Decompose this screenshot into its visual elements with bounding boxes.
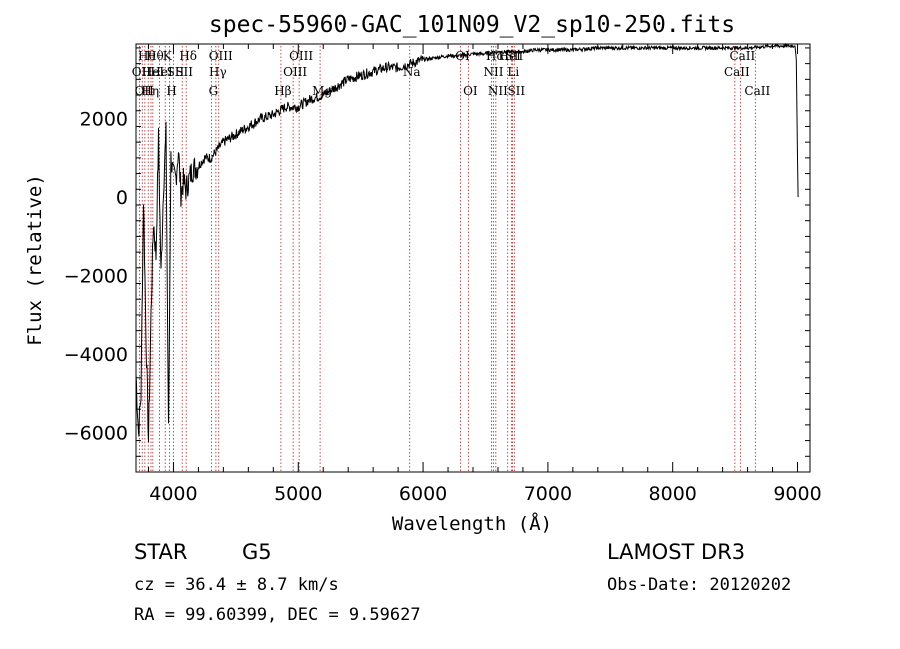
spectral-line-label: Hδ xyxy=(179,49,197,63)
x-tick-label: 5000 xyxy=(274,483,322,505)
y-tick-label: −4000 xyxy=(64,344,128,366)
x-axis-label: Wavelength (Å) xyxy=(392,512,552,535)
spectral-line-label: OIII xyxy=(209,49,233,63)
y-axis-label: Flux (relative) xyxy=(24,174,46,346)
survey-name: LAMOST DR3 xyxy=(607,540,745,564)
spectral-line-label: Hβ xyxy=(274,84,291,98)
x-tick-label: 4000 xyxy=(149,483,197,505)
spectral-line-label: OI xyxy=(455,49,470,63)
spectral-line-label: Hη xyxy=(141,84,159,98)
spectral-line-label: NII xyxy=(488,84,508,98)
x-axis: 4000 5000 6000 7000 8000 9000 xyxy=(147,44,822,505)
spectral-line-markers xyxy=(138,46,756,472)
spectral-line-label: SII xyxy=(175,65,193,79)
spectral-line-label: OI xyxy=(463,84,478,98)
spectrum-line xyxy=(135,42,799,443)
ra-dec: RA = 99.60399, DEC = 9.59627 xyxy=(134,605,421,625)
y-tick-label: −6000 xyxy=(64,423,128,445)
spectral-line-label: HeI xyxy=(150,65,173,79)
spectral-line-labels: OII OII Hθ Hη HeI Hθ HeI K H SII Hδ SII G Hγ OIII Hβ OII… xyxy=(132,49,771,98)
spectral-line-label: K xyxy=(163,49,173,63)
spectral-line-label: Li xyxy=(507,65,519,79)
object-class: STAR xyxy=(134,540,187,564)
spectral-line-label: Hθ xyxy=(138,49,156,63)
y-tick-label: 2000 xyxy=(80,109,128,131)
x-tick-label: 9000 xyxy=(773,483,821,505)
y-tick-label: −2000 xyxy=(64,266,128,288)
chart-title: spec-55960-GAC_101N09_V2_sp10-250.fits xyxy=(209,12,735,38)
spectral-line-label: OII xyxy=(135,84,155,98)
x-tick-label: 6000 xyxy=(399,483,447,505)
spectral-line-label: SII xyxy=(167,65,185,79)
spectral-line-label: SII xyxy=(507,84,525,98)
spectral-line-label: CaII xyxy=(744,84,770,98)
y-axis: −6000 −4000 −2000 0 2000 xyxy=(64,47,810,473)
spectral-line-label: OIII xyxy=(283,65,307,79)
spectral-line-label: OIII xyxy=(289,49,313,63)
x-tick-label: 7000 xyxy=(524,483,572,505)
observation-date: Obs-Date: 20120202 xyxy=(607,575,791,595)
object-subclass: G5 xyxy=(242,540,272,564)
spectral-line-label: Hθ xyxy=(146,49,164,63)
spectral-line-label: NII xyxy=(483,65,503,79)
plot-frame xyxy=(135,43,811,473)
x-tick-label: 8000 xyxy=(649,483,697,505)
spectral-line-label: CaII xyxy=(724,65,750,79)
spectral-line-label: H xyxy=(166,84,176,98)
y-tick-label: 0 xyxy=(116,187,128,209)
spectral-line-label: HeI xyxy=(142,65,165,79)
spectral-line-label: Hγ xyxy=(209,65,227,79)
spectral-line-label: OII xyxy=(132,65,152,79)
redshift-velocity: cz = 36.4 ± 8.7 km/s xyxy=(134,575,339,595)
spectral-line-label: G xyxy=(209,84,219,98)
spectral-line-label: CaII xyxy=(729,49,755,63)
